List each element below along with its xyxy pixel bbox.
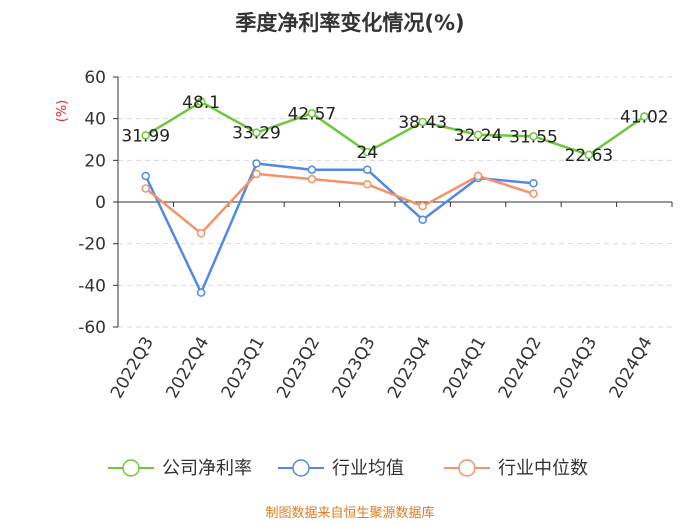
legend-label: 行业均值 <box>332 458 404 479</box>
x-tick-label: 2024Q4 <box>606 334 657 402</box>
data-point <box>141 131 150 140</box>
data-point <box>529 189 538 198</box>
x-tick-label: 2024Q3 <box>550 334 601 402</box>
data-point <box>418 201 427 211</box>
series-line <box>144 172 534 235</box>
data-label: 24 <box>356 143 378 163</box>
y-tick-labels: 60 40 20 0 -20 -40 -60 <box>78 68 106 338</box>
data-label: 38.43 <box>398 113 447 133</box>
x-tick-label: 2024Q1 <box>439 333 490 401</box>
data-point <box>529 179 538 188</box>
y-tick-label: -20 <box>78 235 106 255</box>
y-tick-label: 60 <box>84 68 106 88</box>
data-point <box>141 184 150 193</box>
x-tick-label: 2022Q4 <box>162 334 213 402</box>
data-point <box>640 112 649 121</box>
data-point <box>196 97 206 107</box>
y-tick-label: 0 <box>95 193 106 213</box>
series-line <box>144 162 534 294</box>
axes <box>113 76 673 328</box>
data-label: 42.57 <box>288 104 337 124</box>
y-axis-label: (%) <box>55 100 70 123</box>
y-tick-label: 20 <box>84 151 106 171</box>
legend-marker <box>292 459 310 477</box>
data-label: 22.63 <box>565 146 614 166</box>
data-label: 33.29 <box>232 124 281 144</box>
y-tick-label: -60 <box>78 318 106 338</box>
data-point <box>196 288 206 297</box>
y-tick-label: -40 <box>78 276 106 296</box>
data-label: 31.55 <box>509 127 558 147</box>
data-point <box>252 169 261 179</box>
data-point <box>473 130 483 140</box>
data-point <box>418 215 427 224</box>
series-lines <box>144 100 646 294</box>
x-tick-label: 2023Q1 <box>218 334 269 402</box>
data-point <box>307 174 317 184</box>
data-label: 32.24 <box>454 126 503 146</box>
data-point <box>363 147 372 157</box>
legend: 公司净利率 行业均值 行业中位数 <box>108 458 588 479</box>
data-point <box>584 150 594 160</box>
data-point <box>307 109 317 118</box>
data-point <box>307 165 317 174</box>
x-tick-label: 2023Q4 <box>384 334 435 402</box>
data-point <box>473 171 483 181</box>
y-tick-label: 40 <box>84 110 106 130</box>
x-tick-labels: 2022Q3 2022Q4 2023Q1 2023Q2 2023Q3 2023Q4 2024… <box>107 333 657 401</box>
legend-marker <box>458 459 476 477</box>
data-point <box>252 159 261 168</box>
source-note: 制图数据来自恒生聚源数据库 <box>265 505 434 521</box>
data-point <box>418 117 427 127</box>
data-point <box>196 229 206 238</box>
legend-marker <box>122 459 140 477</box>
x-tick-label: 2023Q3 <box>329 334 380 402</box>
data-label: 41.02 <box>620 108 669 128</box>
x-tick-label: 2022Q3 <box>107 334 158 402</box>
series-points <box>141 97 649 297</box>
grid-lines <box>118 76 672 328</box>
data-label: 48.1 <box>182 93 220 113</box>
data-point <box>252 128 261 137</box>
data-point <box>363 180 372 189</box>
data-labels: 31.99 48.1 33.29 42.57 24 38.43 32.24 31.55 22.6… <box>121 93 668 166</box>
series-line <box>145 100 646 157</box>
data-point <box>529 132 538 141</box>
data-point <box>141 171 150 181</box>
data-label: 31.99 <box>121 126 170 146</box>
legend-label: 行业中位数 <box>498 458 588 479</box>
chart-title: 季度净利率变化情况(%) <box>235 11 464 35</box>
x-tick-label: 2023Q2 <box>273 334 324 402</box>
legend-label: 公司净利率 <box>162 458 252 479</box>
x-tick-label: 2024Q2 <box>495 334 546 402</box>
data-point <box>363 165 372 174</box>
